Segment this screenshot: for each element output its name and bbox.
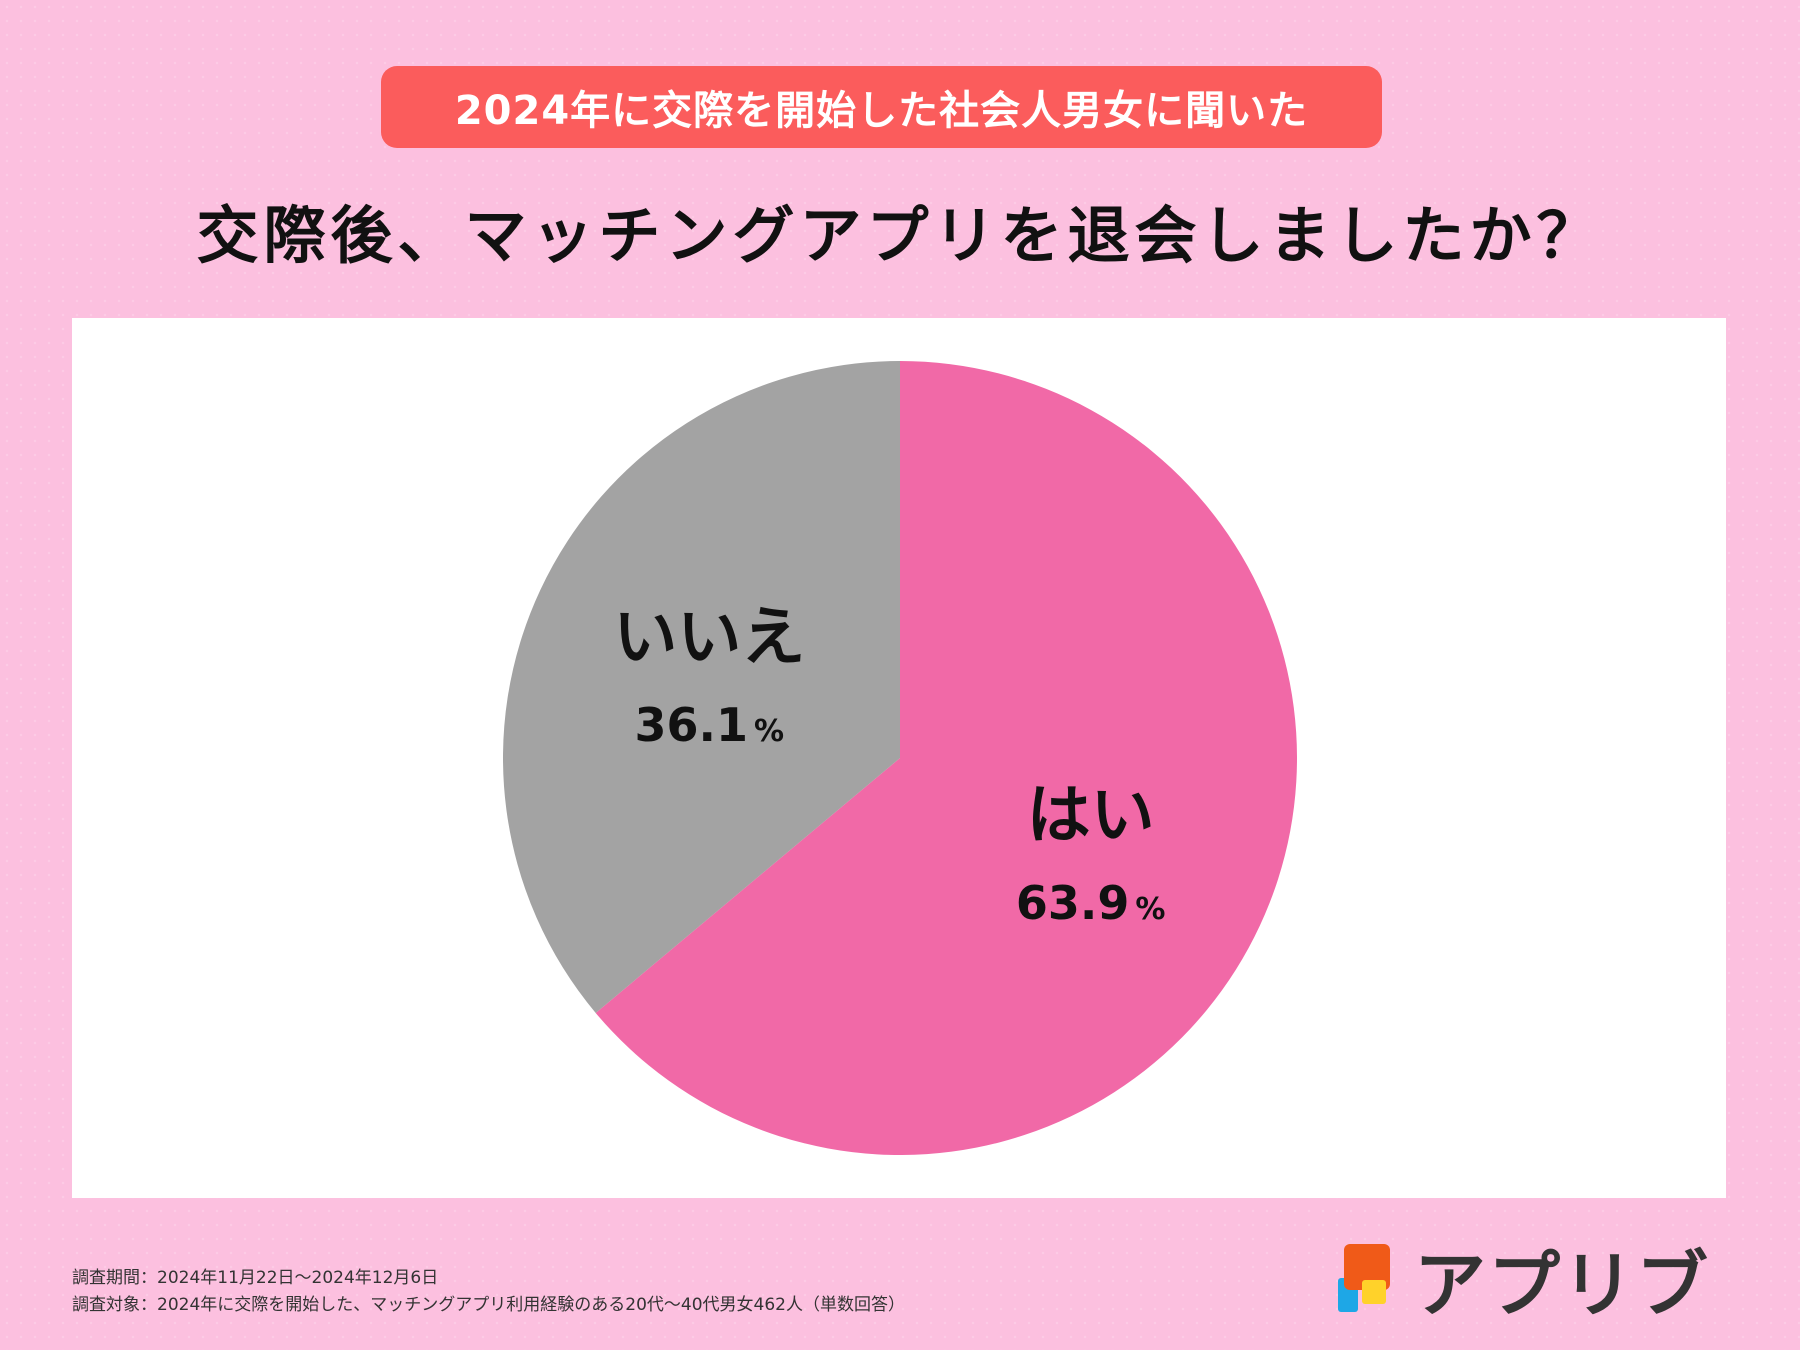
survey-period: 調査期間：2024年11月22日〜2024年12月6日 [72, 1268, 439, 1288]
pie-slice-no [503, 361, 900, 1013]
slice-value-no: 36.1% [635, 698, 785, 752]
slice-label-no: いいえ [613, 601, 805, 675]
survey-badge: 2024年に交際を開始した社会人男女に聞いた [381, 66, 1382, 148]
survey-target: 調査対象：2024年に交際を開始した、マッチングアプリ利用経験のある20代〜40… [72, 1295, 905, 1315]
survey-badge-text: 2024年に交際を開始した社会人男女に聞いた [454, 88, 1309, 134]
brand-logo: アプリブ [1336, 1238, 1736, 1327]
chart-panel: はい 63.9% いいえ 36.1% [72, 318, 1726, 1198]
page-title: 交際後、マッチングアプリを退会しましたか？ [196, 199, 1604, 272]
appliv-logo-icon [1336, 1242, 1398, 1314]
pie-slice-yes [595, 361, 1297, 1155]
logo-text: アプリブ [1414, 1242, 1711, 1327]
slice-label-yes: はい [1027, 779, 1155, 853]
pie-chart: はい 63.9 % いいえ 36.1% [503, 361, 1297, 1155]
footnotes: 調査期間：2024年11月22日〜2024年12月6日 調査対象：2024年に交… [72, 1265, 905, 1319]
slice-value-yes: 63.9% [1016, 876, 1166, 930]
